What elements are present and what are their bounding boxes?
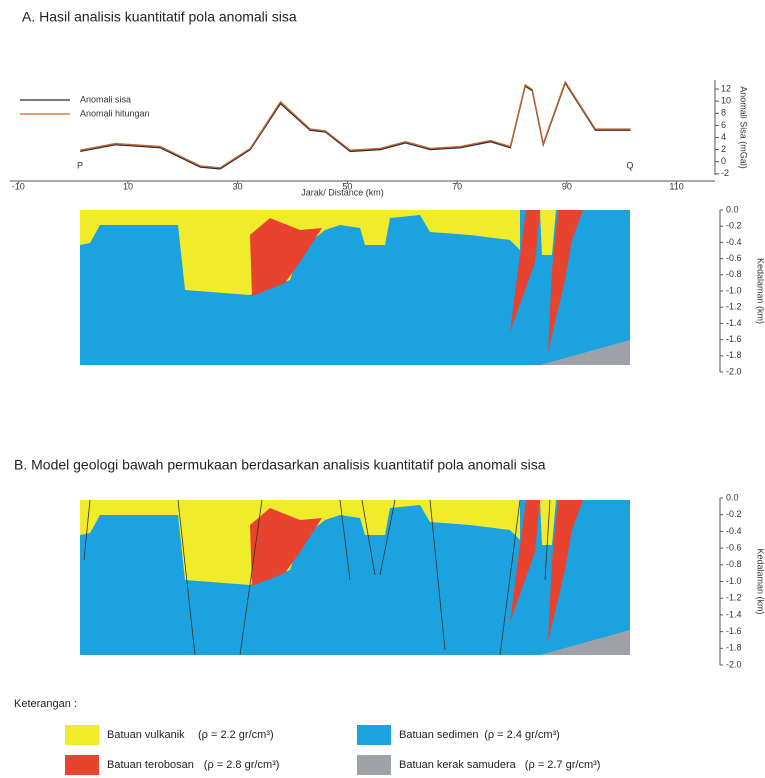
depth-tick-label: -2.0 xyxy=(726,366,742,376)
depth-axis-label: Kedalaman (km) xyxy=(756,258,765,324)
section-a-axis: 0.0 -0.2 -0.4 -0.6 -0.8 -1.0 -1.2 -1.4 -1.6 -1.8 -… xyxy=(720,204,765,376)
depth-tick-label: -1.0 xyxy=(726,576,742,586)
x-tick-label: -10 xyxy=(12,181,25,191)
depth-tick-label: 0.0 xyxy=(726,492,739,502)
depth-tick-label: -1.0 xyxy=(726,285,742,295)
section-b-axis: 0.0 -0.2 -0.4 -0.6 -0.8 -1.0 -1.2 -1.4 -1.6 -1.8 -… xyxy=(720,492,765,669)
legend-swatch xyxy=(65,725,99,745)
y-tick-label: 6 xyxy=(721,120,726,130)
depth-tick-label: -0.6 xyxy=(726,253,742,263)
depth-axis-label: Kedalaman (km) xyxy=(756,548,765,614)
y-tick-label: 10 xyxy=(721,96,731,106)
x-tick-label: 10 xyxy=(123,181,133,191)
depth-tick-label: -1.8 xyxy=(726,643,742,653)
y-axis-label: Anomali Sisa (mGal) xyxy=(739,86,749,169)
depth-tick-label: -1.2 xyxy=(726,302,742,312)
depth-tick-label: -0.2 xyxy=(726,221,742,231)
legend-title: Keterangan : xyxy=(14,698,77,710)
legend-label: Anomali hitungan xyxy=(80,108,150,118)
chart-title: A. Hasil analisis kuantitatif pola anoma… xyxy=(22,9,297,25)
legend-label: Batuan sedimen xyxy=(399,729,479,741)
x-tick-label: 110 xyxy=(669,181,683,191)
legend: Batuan vulkanik (ρ = 2.2 gr/cm³) Batuan se… xyxy=(65,725,600,775)
annotation: P xyxy=(77,160,83,170)
section-a-model xyxy=(80,210,630,365)
y-tick-label: -2 xyxy=(721,168,729,178)
x-tick-label: 30 xyxy=(233,181,243,191)
y-tick-label: 8 xyxy=(721,108,726,118)
depth-tick-label: -1.4 xyxy=(726,609,742,619)
section-b-model xyxy=(80,500,630,655)
depth-tick-label: -0.4 xyxy=(726,237,742,247)
depth-tick-label: -0.8 xyxy=(726,269,742,279)
section-b-title: B. Model geologi bawah permukaan berdasa… xyxy=(14,457,546,473)
legend-density: (ρ = 2.2 gr/cm³) xyxy=(198,729,274,741)
legend-swatch xyxy=(357,725,391,745)
legend-density: (ρ = 2.7 gr/cm³) xyxy=(525,759,601,771)
x-axis-label: Jarak/ Distance (km) xyxy=(301,187,384,197)
depth-tick-label: -2.0 xyxy=(726,659,742,669)
legend-label: Anomali sisa xyxy=(80,94,131,104)
legend-label: Batuan terobosan xyxy=(107,759,194,771)
figure: A. Hasil analisis kuantitatif pola anoma… xyxy=(0,0,765,778)
depth-tick-label: -1.8 xyxy=(726,350,742,360)
x-tick-label: 70 xyxy=(452,181,462,191)
legend-density: (ρ = 2.8 gr/cm³) xyxy=(204,759,280,771)
depth-tick-label: -0.2 xyxy=(726,509,742,519)
y-tick-label: 12 xyxy=(721,83,731,93)
y-tick-label: 4 xyxy=(721,132,726,142)
legend-label: Batuan vulkanik xyxy=(107,729,185,741)
y-tick-label: 2 xyxy=(721,144,726,154)
x-tick-label: 90 xyxy=(562,181,572,191)
depth-tick-label: -1.2 xyxy=(726,593,742,603)
depth-tick-label: -1.6 xyxy=(726,334,742,344)
depth-tick-label: -1.6 xyxy=(726,626,742,636)
legend-swatch xyxy=(357,755,391,775)
depth-tick-label: 0.0 xyxy=(726,204,739,214)
legend-label: Batuan kerak samudera xyxy=(399,759,517,771)
legend-density: (ρ = 2.4 gr/cm³) xyxy=(484,729,560,741)
series-line xyxy=(80,83,630,169)
depth-tick-label: -0.6 xyxy=(726,542,742,552)
depth-tick-label: -1.4 xyxy=(726,318,742,328)
depth-tick-label: -0.4 xyxy=(726,526,742,536)
annotation: Q xyxy=(626,160,633,170)
depth-tick-label: -0.8 xyxy=(726,559,742,569)
series-line xyxy=(80,82,630,168)
legend-swatch xyxy=(65,755,99,775)
y-tick-label: 0 xyxy=(721,156,726,166)
